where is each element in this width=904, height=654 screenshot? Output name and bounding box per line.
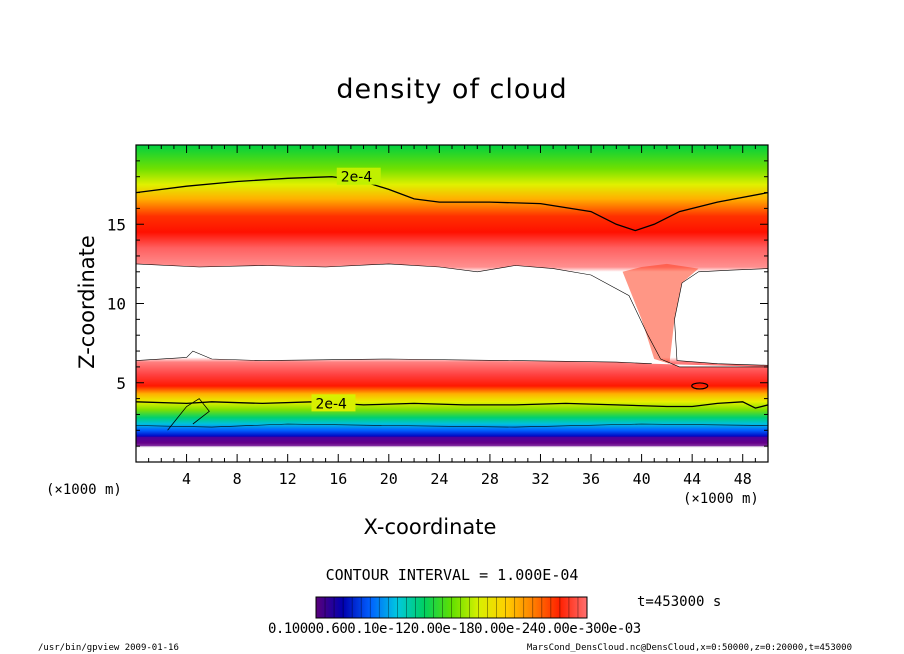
contour-interval-label: CONTOUR INTERVAL = 1.000E-04	[325, 566, 579, 584]
footer-right: MarsCond_DensCloud.nc@DensCloud,x=0:5000…	[526, 643, 852, 653]
x-tick-label: 40	[633, 470, 651, 488]
x-tick-label: 44	[683, 470, 701, 488]
contour-label: 2e-4	[315, 396, 347, 412]
upper-contour	[136, 176, 768, 232]
noise-contour	[167, 398, 210, 431]
right-gap-contour	[674, 268, 768, 366]
x-tick-label: 20	[380, 470, 398, 488]
upper-edge-contour	[136, 263, 768, 368]
x-tick-label: 4	[182, 470, 191, 488]
contour-label: 2e-4	[341, 170, 373, 186]
x-unit-label-left: (×1000 m)	[46, 482, 122, 498]
x-tick-label: 32	[531, 470, 549, 488]
bottom-band	[136, 436, 768, 447]
lower-contour	[136, 401, 768, 409]
x-tick-label: 24	[430, 470, 448, 488]
x-tick-label: 12	[279, 470, 297, 488]
y-tick-label: 5	[116, 374, 126, 393]
small-contour-loop	[691, 382, 709, 390]
x-tick-label: 16	[329, 470, 347, 488]
x-tick-label: 28	[481, 470, 499, 488]
contour-label-bg	[311, 394, 356, 412]
right-gap	[674, 268, 768, 366]
contour-lines: 2e-4 2e-4	[136, 167, 768, 431]
x-tick-label: 36	[582, 470, 600, 488]
funnel	[622, 263, 699, 364]
x-tick-label: 48	[734, 470, 752, 488]
chart-title: density of cloud	[336, 74, 568, 105]
cloud-gap	[136, 263, 768, 367]
contour-label-bg	[336, 167, 381, 185]
x-unit-label-right: (×1000 m)	[683, 491, 759, 507]
time-label: t=453000 s	[637, 594, 722, 610]
colorbar	[315, 596, 588, 619]
colorbar-tick-labels: 0.10000.600.10e-120.00e-180.00e-240.00e-…	[268, 621, 641, 637]
lower-edge-contour	[136, 350, 652, 364]
blue-contour	[136, 423, 768, 428]
density-field	[136, 145, 768, 462]
y-tick-label: 15	[107, 215, 126, 234]
footer-left: /usr/bin/gpview 2009-01-16	[38, 643, 179, 653]
x-tick-label: 8	[233, 470, 242, 488]
y-tick-label: 10	[107, 295, 126, 314]
x-axis-label: X-coordinate	[363, 515, 497, 539]
